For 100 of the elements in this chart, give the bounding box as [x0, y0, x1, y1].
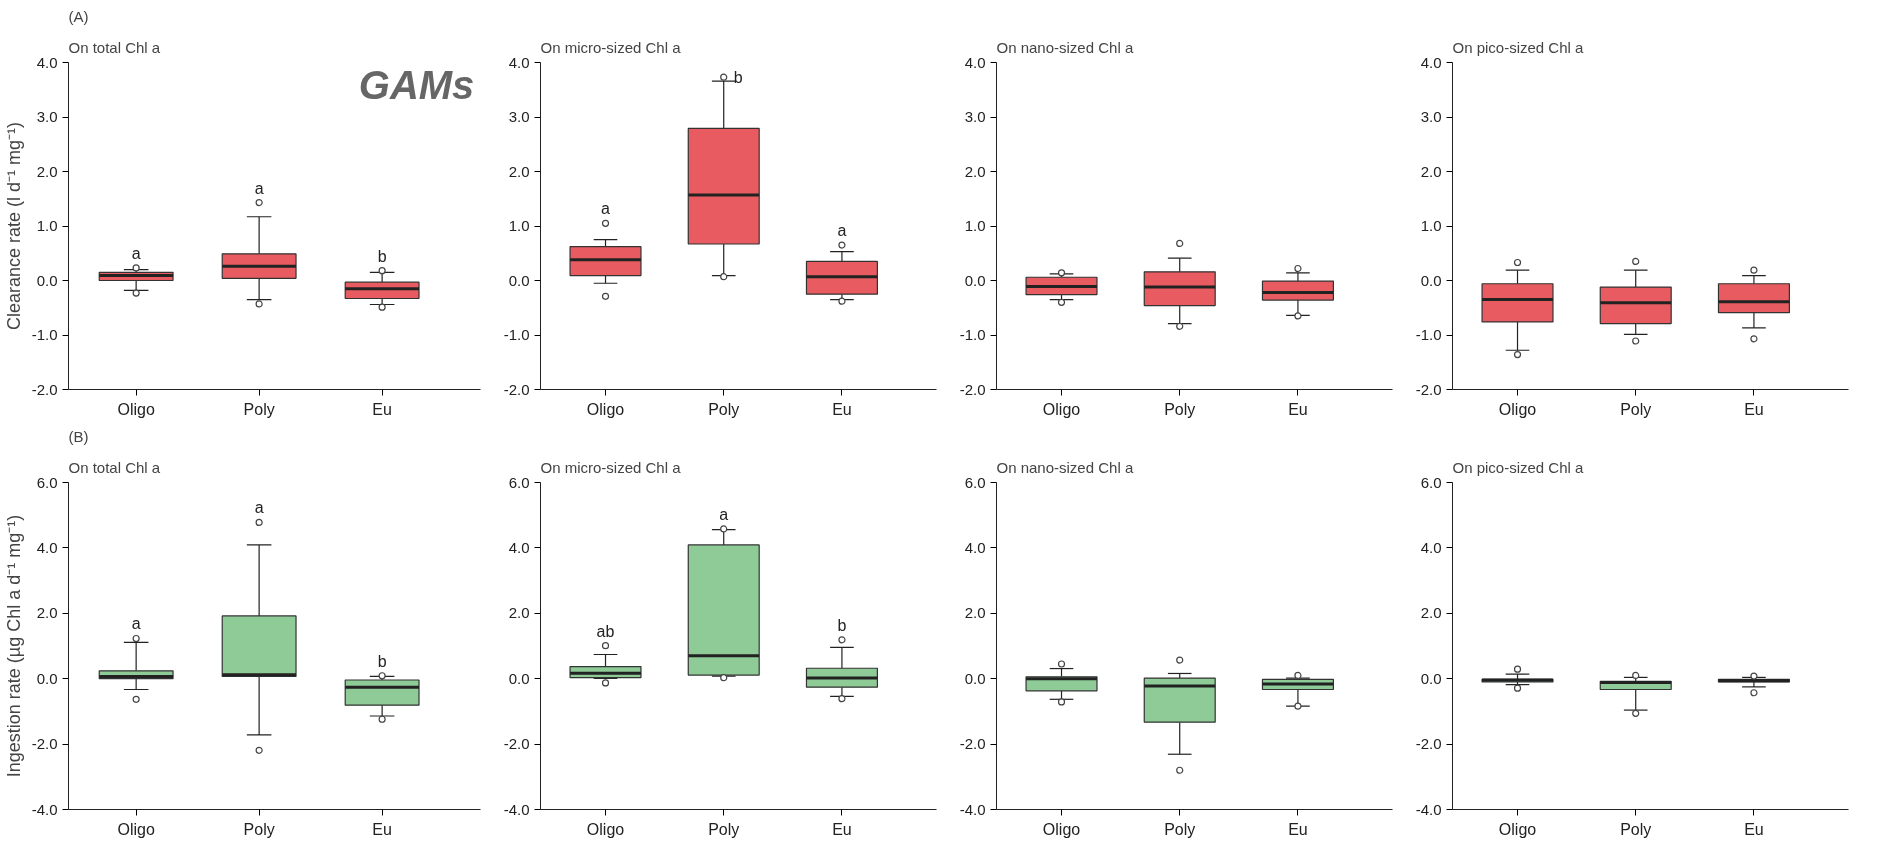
chart-title: On pico-sized Chl a	[1452, 38, 1585, 56]
y-tick-label: 2.0	[1420, 162, 1442, 180]
annotation: b	[733, 68, 743, 86]
x-tick-label: Poly	[1164, 820, 1196, 838]
y-tick-label: 6.0	[1420, 473, 1442, 491]
y-tick-label: -2.0	[31, 735, 58, 753]
y-tick-label: -1.0	[959, 326, 986, 343]
y-tick-label: 2.0	[36, 162, 58, 180]
y-tick-label: 4.0	[508, 538, 530, 556]
text: (B)	[68, 427, 89, 445]
x-tick-label: Eu	[832, 820, 852, 838]
x-tick-label: Oligo	[117, 400, 155, 418]
y-axis-title: Ingestion rate (µg Chl a d⁻¹ mg⁻¹)	[3, 514, 24, 778]
x-tick-label: Oligo	[586, 400, 625, 418]
y-tick-label: 4.0	[1420, 538, 1442, 556]
annotation: b	[377, 652, 387, 670]
y-tick-label: 1.0	[508, 217, 530, 234]
x-tick-label: Poly	[1164, 400, 1196, 418]
y-tick-label: -4.0	[31, 800, 58, 818]
x-tick-label: Oligo	[117, 820, 155, 838]
x-tick-label: Eu	[832, 400, 852, 418]
y-tick-label: 4.0	[1420, 53, 1442, 71]
y-tick-label: 0.0	[1420, 669, 1442, 687]
x-tick-label: Eu	[1288, 400, 1308, 418]
chart-title: On nano-sized Chl a	[996, 38, 1134, 56]
x-tick-label: Poly	[243, 400, 275, 418]
annotation: a	[131, 244, 141, 262]
x-tick-label: Poly	[1620, 400, 1652, 418]
y-tick-label: 1.0	[964, 217, 986, 234]
y-tick-label: -1.0	[1415, 326, 1442, 343]
y-tick-label: -1.0	[503, 326, 530, 343]
y-tick-label: 2.0	[1420, 604, 1442, 622]
y-tick-label: 0.0	[36, 271, 58, 289]
annotation: a	[254, 499, 264, 517]
annotation: GAMs	[358, 62, 475, 107]
x-tick-label: Oligo	[1498, 400, 1537, 418]
y-tick-label: 2.0	[508, 604, 530, 622]
annotation: b	[837, 616, 847, 634]
annotation: ab	[596, 622, 615, 640]
y-tick-label: -2.0	[959, 735, 986, 753]
y-tick-label: 2.0	[964, 604, 986, 622]
y-tick-label: 2.0	[508, 162, 530, 180]
y-tick-label: -4.0	[1415, 800, 1442, 818]
y-tick-label: -4.0	[959, 800, 986, 818]
text: (A)	[68, 7, 89, 25]
x-tick-label: Poly	[708, 820, 740, 838]
y-tick-label: 0.0	[508, 669, 530, 687]
x-tick-label: Poly	[243, 820, 275, 838]
x-tick-label: Poly	[708, 400, 740, 418]
chart-title: On nano-sized Chl a	[996, 458, 1134, 476]
chart-title: On micro-sized Chl a	[540, 458, 682, 476]
chart-title: On total Chl a	[68, 38, 161, 56]
x-tick-label: Oligo	[1042, 820, 1081, 838]
y-tick-label: 3.0	[1420, 108, 1442, 125]
y-tick-label: -2.0	[1415, 735, 1442, 753]
annotation: a	[837, 222, 847, 240]
y-tick-label: 3.0	[36, 108, 58, 125]
y-tick-label: 0.0	[964, 669, 986, 687]
y-tick-label: 2.0	[964, 162, 986, 180]
y-tick-label: 6.0	[508, 473, 530, 491]
y-tick-label: 0.0	[1420, 271, 1442, 289]
x-tick-label: Poly	[1620, 820, 1652, 838]
y-tick-label: 3.0	[964, 108, 986, 125]
y-tick-label: 0.0	[36, 669, 58, 687]
chart-title: On micro-sized Chl a	[540, 38, 682, 56]
x-tick-label: Eu	[1744, 820, 1764, 838]
y-tick-label: -2.0	[503, 380, 530, 398]
y-tick-label: 6.0	[36, 473, 58, 491]
y-tick-label: 4.0	[36, 538, 58, 556]
annotation: a	[719, 505, 729, 523]
x-tick-label: Oligo	[586, 820, 625, 838]
y-axis-title: Clearance rate (l d⁻¹ mg⁻¹)	[3, 121, 24, 331]
annotation: a	[601, 200, 611, 218]
x-tick-label: Oligo	[1042, 400, 1081, 418]
x-tick-label: Oligo	[1498, 820, 1537, 838]
chart-title: On pico-sized Chl a	[1452, 458, 1585, 476]
annotation: a	[254, 179, 264, 197]
y-tick-label: 6.0	[964, 473, 986, 491]
chart-title: On total Chl a	[68, 458, 161, 476]
x-tick-label: Eu	[1744, 400, 1764, 418]
y-tick-label: -2.0	[31, 380, 58, 398]
y-tick-label: -4.0	[503, 800, 530, 818]
x-tick-label: Eu	[1288, 820, 1308, 838]
y-tick-label: -2.0	[503, 735, 530, 753]
y-tick-label: 0.0	[508, 271, 530, 289]
y-tick-label: -2.0	[959, 380, 986, 398]
y-tick-label: -2.0	[1415, 380, 1442, 398]
y-tick-label: 4.0	[964, 53, 986, 71]
annotation: a	[131, 615, 141, 633]
y-tick-label: -1.0	[31, 326, 58, 343]
x-tick-label: Eu	[372, 820, 392, 838]
y-tick-label: 4.0	[508, 53, 530, 71]
y-tick-label: 4.0	[964, 538, 986, 556]
y-tick-label: 1.0	[36, 217, 58, 234]
annotation: b	[377, 247, 387, 265]
y-tick-label: 0.0	[964, 271, 986, 289]
y-tick-label: 3.0	[508, 108, 530, 125]
y-tick-label: 4.0	[36, 53, 58, 71]
y-tick-label: 2.0	[36, 604, 58, 622]
y-tick-label: 1.0	[1420, 217, 1442, 234]
